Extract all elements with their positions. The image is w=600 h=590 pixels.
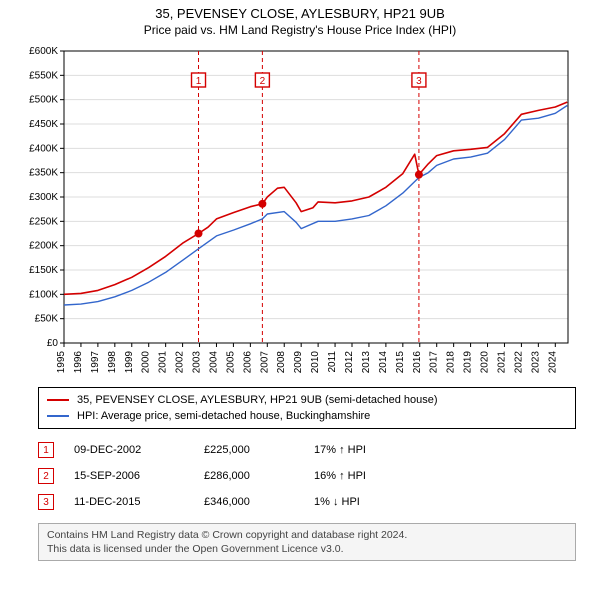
- y-tick-label: £150K: [29, 265, 58, 276]
- x-tick-label: 2017: [429, 351, 440, 374]
- y-tick-label: £450K: [29, 119, 58, 130]
- x-tick-label: 2007: [259, 351, 270, 374]
- sales-row-delta: 1% ↓ HPI: [314, 496, 404, 508]
- sale-marker-dot: [415, 171, 423, 179]
- x-tick-label: 2019: [463, 351, 474, 374]
- series-line: [64, 102, 567, 294]
- x-tick-label: 2006: [242, 351, 253, 374]
- sale-marker-number: 2: [260, 76, 266, 87]
- page-root: 35, PEVENSEY CLOSE, AYLESBURY, HP21 9UB …: [0, 0, 600, 561]
- sales-row-price: £225,000: [204, 444, 294, 456]
- x-tick-label: 2016: [412, 351, 423, 374]
- x-tick-label: 2022: [513, 351, 524, 374]
- x-tick-label: 1995: [56, 351, 67, 374]
- x-tick-label: 2018: [446, 351, 457, 374]
- x-tick-label: 2024: [547, 351, 558, 374]
- sale-marker-dot: [258, 200, 266, 208]
- x-tick-label: 2009: [293, 351, 304, 374]
- x-tick-label: 2000: [141, 351, 152, 374]
- chart-titles: 35, PEVENSEY CLOSE, AYLESBURY, HP21 9UB …: [0, 0, 600, 37]
- sales-row-date: 15-SEP-2006: [74, 470, 184, 482]
- sale-marker-number: 1: [196, 76, 202, 87]
- sales-row-delta: 16% ↑ HPI: [314, 470, 404, 482]
- legend-row: 35, PEVENSEY CLOSE, AYLESBURY, HP21 9UB …: [47, 392, 567, 408]
- x-tick-label: 1997: [90, 351, 101, 374]
- x-tick-label: 2010: [310, 351, 321, 374]
- legend-swatch: [47, 415, 69, 417]
- x-tick-label: 2015: [395, 351, 406, 374]
- y-tick-label: £0: [47, 338, 59, 349]
- y-tick-label: £500K: [29, 95, 58, 106]
- y-tick-label: £350K: [29, 168, 58, 179]
- y-tick-label: £250K: [29, 216, 58, 227]
- sale-marker-number: 3: [416, 76, 422, 87]
- y-tick-label: £300K: [29, 192, 58, 203]
- sales-table: 1 09-DEC-2002 £225,000 17% ↑ HPI 2 15-SEP-200…: [38, 437, 576, 515]
- line-chart-svg: £0 £50K £100K £150K £200K £250K £300K £350K £400…: [20, 43, 580, 383]
- y-tick-label: £600K: [29, 46, 58, 57]
- sales-row-price: £286,000: [204, 470, 294, 482]
- footer-line-1: Contains HM Land Registry data © Crown c…: [47, 528, 567, 542]
- chart-title-main: 35, PEVENSEY CLOSE, AYLESBURY, HP21 9UB: [0, 6, 600, 21]
- sales-row-date: 11-DEC-2015: [74, 496, 184, 508]
- y-tick-label: £50K: [35, 314, 59, 325]
- y-tick-label: £200K: [29, 241, 58, 252]
- footer-line-2: This data is licensed under the Open Gov…: [47, 542, 567, 556]
- sales-row: 2 15-SEP-2006 £286,000 16% ↑ HPI: [38, 463, 576, 489]
- x-tick-label: 2011: [327, 351, 338, 373]
- sales-row-delta: 17% ↑ HPI: [314, 444, 404, 456]
- chart-title-sub: Price paid vs. HM Land Registry's House …: [0, 23, 600, 37]
- x-tick-label: 1998: [107, 351, 118, 374]
- x-tick-label: 2002: [175, 351, 186, 374]
- x-tick-label: 2004: [208, 351, 219, 374]
- x-tick-label: 2008: [276, 351, 287, 374]
- legend-swatch: [47, 399, 69, 401]
- footer-attribution: Contains HM Land Registry data © Crown c…: [38, 523, 576, 561]
- x-tick-label: 2021: [496, 351, 507, 374]
- x-tick-label: 2023: [530, 351, 541, 374]
- y-tick-label: £550K: [29, 70, 58, 81]
- x-tick-label: 2012: [344, 351, 355, 374]
- sales-row-marker: 3: [38, 494, 54, 510]
- legend-row: HPI: Average price, semi-detached house,…: [47, 408, 567, 424]
- legend-box: 35, PEVENSEY CLOSE, AYLESBURY, HP21 9UB …: [38, 387, 576, 429]
- y-tick-label: £400K: [29, 143, 58, 154]
- sales-row: 3 11-DEC-2015 £346,000 1% ↓ HPI: [38, 489, 576, 515]
- x-tick-label: 2020: [480, 351, 491, 374]
- x-tick-label: 2014: [378, 351, 389, 374]
- sales-row: 1 09-DEC-2002 £225,000 17% ↑ HPI: [38, 437, 576, 463]
- sales-row-price: £346,000: [204, 496, 294, 508]
- chart-area: £0 £50K £100K £150K £200K £250K £300K £350K £400…: [20, 43, 580, 383]
- x-tick-label: 2005: [225, 351, 236, 374]
- x-tick-label: 1996: [73, 351, 84, 374]
- legend-label: HPI: Average price, semi-detached house,…: [77, 408, 370, 424]
- x-tick-label: 1999: [124, 351, 135, 374]
- y-tick-label: £100K: [29, 289, 58, 300]
- sale-marker-dot: [195, 230, 203, 238]
- sales-row-marker: 2: [38, 468, 54, 484]
- x-tick-label: 2001: [158, 351, 169, 374]
- legend-label: 35, PEVENSEY CLOSE, AYLESBURY, HP21 9UB …: [77, 392, 438, 408]
- sales-row-date: 09-DEC-2002: [74, 444, 184, 456]
- x-tick-label: 2003: [192, 351, 203, 374]
- sales-row-marker: 1: [38, 442, 54, 458]
- x-tick-label: 2013: [361, 351, 372, 374]
